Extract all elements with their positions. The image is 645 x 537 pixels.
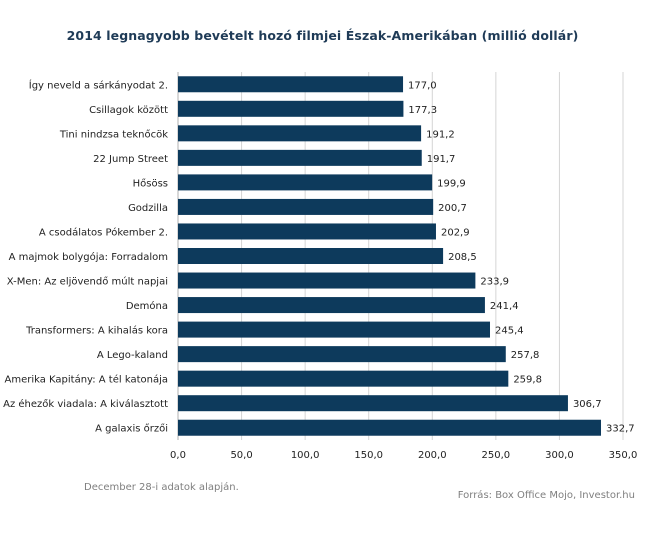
category-label: Csillagok között (89, 105, 168, 116)
bar (178, 419, 602, 436)
category-label: 22 Jump Street (93, 154, 168, 165)
value-label: 200,7 (438, 203, 467, 214)
x-tick-label: 300,0 (545, 450, 574, 461)
bar (178, 395, 568, 412)
category-label: X-Men: Az eljövendő múlt napjai (7, 276, 168, 288)
value-label: 191,2 (426, 129, 455, 140)
bar (178, 272, 476, 289)
value-label: 208,5 (448, 252, 477, 263)
category-label: A galaxis őrzői (95, 423, 168, 435)
category-label: Transformers: A kihalás kora (25, 325, 168, 337)
value-label: 233,9 (480, 277, 509, 288)
bar (178, 149, 422, 166)
category-label: Amerika Kapitány: A tél katonája (4, 374, 168, 386)
value-label: 177,3 (408, 105, 437, 116)
category-label: A csodálatos Pókember 2. (39, 226, 168, 238)
bar (178, 198, 434, 215)
x-tick-label: 200,0 (418, 450, 447, 461)
bar (178, 321, 491, 338)
bar (178, 297, 485, 314)
value-label: 199,9 (437, 178, 466, 189)
category-label: Demóna (126, 300, 168, 312)
x-tick-label: 50,0 (230, 450, 252, 461)
value-label: 191,7 (427, 154, 456, 165)
bar (178, 125, 422, 142)
value-label: 257,8 (511, 350, 540, 361)
x-tick-label: 250,0 (482, 450, 511, 461)
data-date-note: December 28-i adatok alapján. (84, 482, 239, 493)
bar (178, 76, 404, 93)
value-label: 177,0 (408, 80, 437, 91)
bar (178, 346, 506, 363)
chart-title: 2014 legnagyobb bevételt hozó filmjei És… (66, 28, 579, 43)
bar (178, 370, 509, 387)
value-labels: 177,0 177,3 191,2 191,7 199,9 200,7 202,9 208,5… (408, 80, 635, 434)
bar (178, 223, 436, 240)
value-label: 245,4 (495, 326, 524, 337)
bar (178, 248, 444, 264)
bar (178, 174, 433, 191)
x-tick-label: 150,0 (354, 450, 383, 461)
category-label: Így neveld a sárkányodat 2. (29, 78, 168, 91)
bar (178, 100, 404, 117)
value-label: 306,7 (573, 399, 602, 410)
category-label: Hősöss (133, 177, 168, 189)
category-label: Az éhezők viadala: A kiválasztott (3, 398, 168, 410)
value-label: 202,9 (441, 227, 470, 238)
value-label: 332,7 (606, 424, 635, 435)
value-label: 241,4 (490, 301, 519, 312)
category-label: A Lego-kaland (97, 350, 168, 361)
category-label: Tini nindzsa teknőcök (59, 128, 168, 140)
x-tick-label: 350,0 (609, 450, 638, 461)
category-label: A majmok bolygója: Forradalom (9, 251, 168, 263)
category-label: Godzilla (128, 203, 168, 214)
value-label: 259,8 (513, 375, 542, 386)
category-labels: Így neveld a sárkányodat 2. Csillagok köz… (3, 78, 168, 434)
x-tick-label: 0,0 (170, 450, 186, 461)
x-axis-ticks: 0,0 50,0 100,0 150,0 200,0 250,0 300,0 350,0 (170, 450, 637, 461)
x-tick-label: 100,0 (291, 450, 320, 461)
source-note: Forrás: Box Office Mojo, Investor.hu (457, 490, 635, 501)
bars (178, 76, 602, 436)
